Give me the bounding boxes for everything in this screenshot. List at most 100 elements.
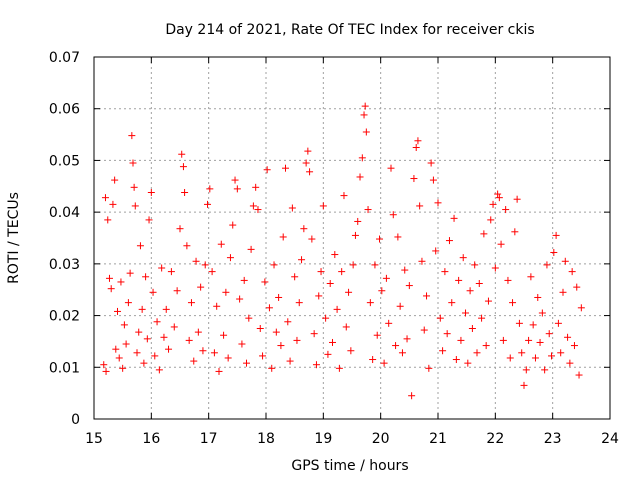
data-point: [464, 359, 472, 367]
data-point: [308, 235, 316, 243]
data-point: [136, 242, 144, 250]
data-point: [329, 338, 337, 346]
data-point: [131, 202, 139, 210]
data-point: [416, 202, 424, 210]
data-point: [445, 237, 453, 245]
data-point: [111, 176, 119, 184]
data-point: [356, 173, 364, 181]
data-point: [101, 194, 109, 202]
data-point: [224, 354, 232, 362]
data-point: [423, 292, 431, 300]
data-point: [394, 233, 402, 241]
data-point: [104, 216, 112, 224]
data-point: [545, 330, 553, 338]
data-point: [564, 333, 572, 341]
data-point: [552, 231, 560, 239]
data-point: [145, 216, 153, 224]
data-point: [531, 354, 539, 362]
data-point: [133, 349, 141, 357]
y-axis-label: ROTI / TECUs: [6, 192, 22, 284]
data-point: [206, 185, 214, 193]
x-tick-label: 20: [372, 431, 390, 447]
data-point: [176, 225, 184, 233]
data-point: [342, 323, 350, 331]
data-point: [502, 206, 510, 214]
data-point: [418, 257, 426, 265]
data-point: [151, 352, 159, 360]
data-point: [293, 336, 301, 344]
data-point: [541, 366, 549, 374]
x-tick-label: 18: [257, 431, 275, 447]
data-point: [340, 192, 348, 200]
data-point: [432, 247, 440, 255]
data-point: [288, 204, 296, 212]
data-point: [457, 336, 465, 344]
data-point: [295, 299, 303, 307]
data-point: [403, 335, 411, 343]
y-tick-label: 0.06: [49, 102, 80, 118]
data-point: [158, 264, 166, 272]
data-point: [275, 293, 283, 301]
data-point: [302, 159, 310, 167]
y-tick-label: 0: [71, 412, 80, 428]
data-point: [265, 304, 273, 312]
data-point: [252, 183, 260, 191]
data-point: [436, 314, 444, 322]
data-point: [119, 364, 127, 372]
data-point: [559, 288, 567, 296]
data-point: [263, 166, 271, 174]
data-point: [270, 261, 278, 269]
data-point: [277, 342, 285, 350]
data-point: [319, 202, 327, 210]
data-point: [462, 309, 470, 317]
data-point: [513, 195, 521, 203]
plot-frame: [93, 56, 611, 420]
data-point: [522, 366, 530, 374]
data-point: [478, 314, 486, 322]
x-tick-label: 24: [601, 431, 619, 447]
data-point: [487, 216, 495, 224]
data-point: [238, 340, 246, 348]
data-point: [401, 266, 409, 274]
data-point: [236, 295, 244, 303]
data-point: [245, 314, 253, 322]
data-point: [126, 269, 134, 277]
data-point: [385, 319, 393, 327]
data-point: [466, 287, 474, 295]
y-tick-label: 0.05: [49, 153, 80, 169]
data-point: [322, 314, 330, 322]
data-point: [215, 367, 223, 375]
data-point: [529, 321, 537, 329]
data-point: [231, 176, 239, 184]
data-point: [378, 287, 386, 295]
data-point: [256, 325, 264, 332]
data-point: [173, 287, 181, 295]
data-point: [392, 342, 400, 350]
x-axis-label: GPS time / hours: [291, 458, 408, 474]
y-tick-label: 0.04: [49, 205, 80, 221]
data-point: [281, 164, 289, 172]
data-point: [185, 336, 193, 344]
data-point: [468, 325, 476, 332]
data-point: [471, 261, 479, 269]
data-point: [226, 254, 234, 262]
data-point: [527, 273, 535, 281]
data-point: [143, 335, 151, 343]
x-tick-label: 21: [429, 431, 447, 447]
data-point: [279, 233, 287, 241]
data-point: [298, 256, 306, 264]
data-point: [475, 280, 483, 288]
data-point: [570, 342, 578, 350]
data-point: [536, 338, 544, 346]
data-point: [534, 293, 542, 301]
data-point: [122, 340, 130, 348]
data-point: [452, 356, 460, 364]
data-point: [324, 350, 332, 358]
data-point: [361, 102, 369, 110]
data-point: [107, 285, 115, 293]
data-point: [286, 357, 294, 365]
data-point: [573, 283, 581, 291]
data-point: [160, 333, 168, 341]
data-point: [482, 342, 490, 350]
